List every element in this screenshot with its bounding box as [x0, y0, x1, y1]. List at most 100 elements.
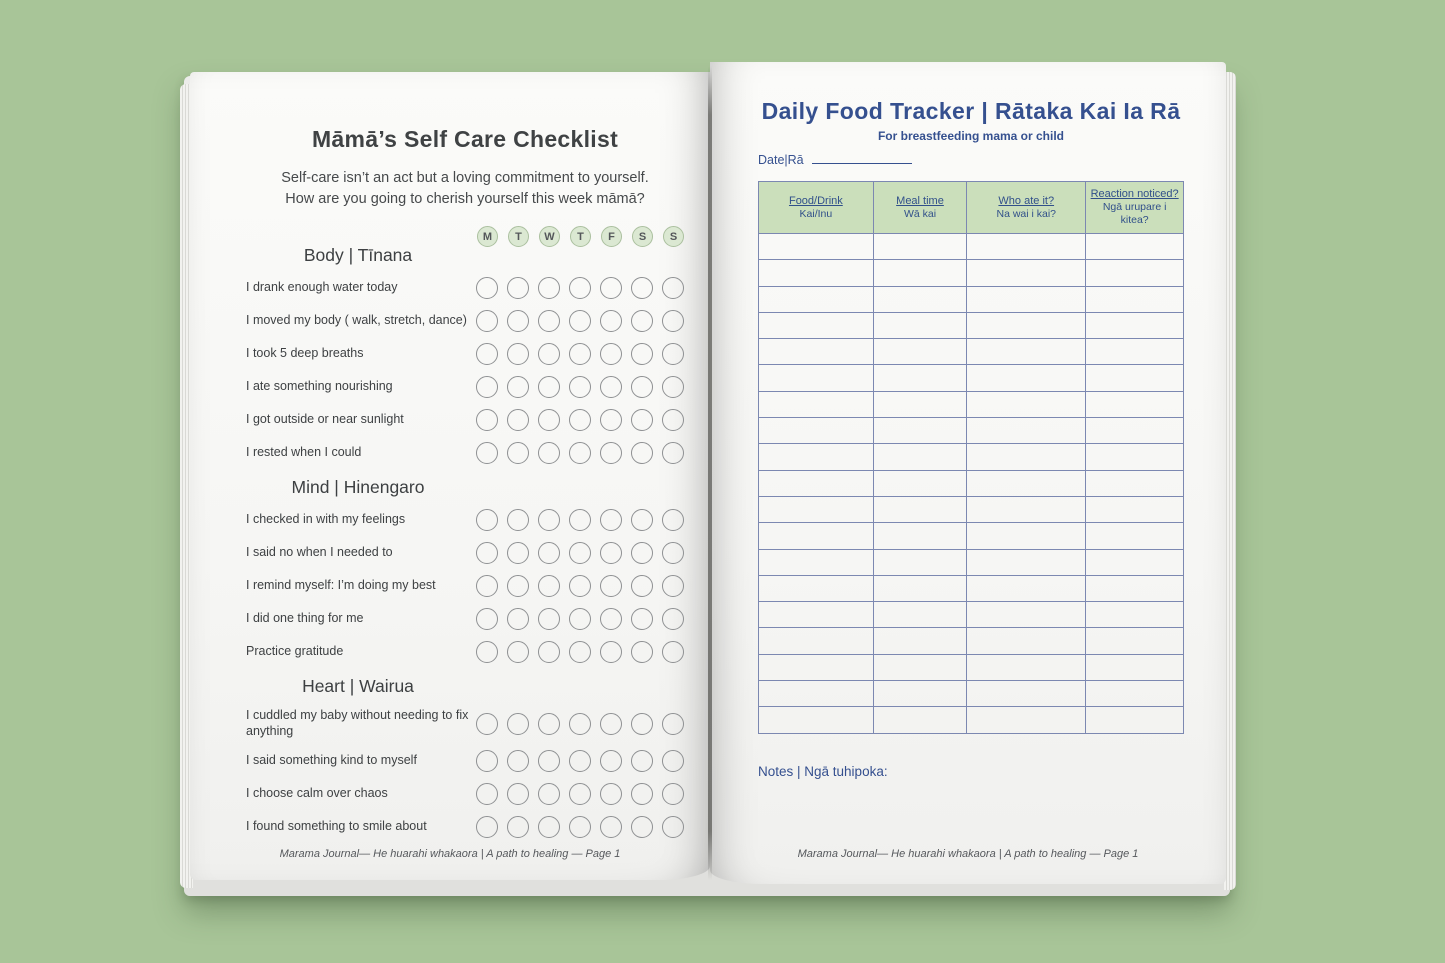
- table-cell[interactable]: [1085, 522, 1184, 550]
- check-circle[interactable]: [631, 343, 653, 365]
- check-circle[interactable]: [631, 816, 653, 838]
- check-circle[interactable]: [631, 641, 653, 663]
- table-cell[interactable]: [1085, 653, 1184, 682]
- check-circle[interactable]: [569, 442, 591, 464]
- check-circle[interactable]: [538, 608, 560, 630]
- check-circle[interactable]: [662, 816, 684, 838]
- table-cell[interactable]: [758, 390, 874, 419]
- check-circle[interactable]: [538, 277, 560, 299]
- check-circle[interactable]: [476, 712, 498, 735]
- table-cell[interactable]: [758, 680, 874, 708]
- check-circle[interactable]: [476, 783, 498, 805]
- check-circle[interactable]: [631, 310, 653, 332]
- check-circle[interactable]: [476, 750, 498, 772]
- table-cell[interactable]: [872, 232, 968, 261]
- check-circle[interactable]: [569, 542, 591, 564]
- check-circle[interactable]: [569, 376, 591, 398]
- table-cell[interactable]: [966, 574, 1087, 603]
- check-circle[interactable]: [662, 750, 684, 772]
- check-circle[interactable]: [538, 409, 560, 431]
- check-circle[interactable]: [631, 750, 653, 772]
- check-circle[interactable]: [631, 542, 653, 564]
- check-circle[interactable]: [476, 509, 498, 531]
- table-cell[interactable]: [1085, 390, 1184, 419]
- check-circle[interactable]: [600, 608, 622, 630]
- check-circle[interactable]: [476, 409, 498, 431]
- table-cell[interactable]: [966, 390, 1087, 419]
- check-circle[interactable]: [631, 712, 653, 735]
- table-cell[interactable]: [758, 627, 874, 655]
- check-circle[interactable]: [662, 343, 684, 365]
- table-cell[interactable]: [966, 443, 1087, 471]
- table-cell[interactable]: [966, 522, 1087, 550]
- table-cell[interactable]: [966, 417, 1087, 445]
- check-circle[interactable]: [507, 343, 529, 365]
- check-circle[interactable]: [538, 750, 560, 772]
- table-cell[interactable]: [872, 548, 968, 576]
- table-cell[interactable]: [966, 601, 1087, 629]
- table-cell[interactable]: [1085, 259, 1184, 287]
- check-circle[interactable]: [662, 277, 684, 299]
- table-cell[interactable]: [872, 443, 968, 471]
- check-circle[interactable]: [662, 376, 684, 398]
- table-cell[interactable]: [1085, 469, 1184, 497]
- table-cell[interactable]: [758, 522, 874, 550]
- check-circle[interactable]: [569, 575, 591, 597]
- table-cell[interactable]: [872, 574, 968, 603]
- table-cell[interactable]: [966, 653, 1087, 682]
- check-circle[interactable]: [538, 712, 560, 735]
- check-circle[interactable]: [507, 750, 529, 772]
- table-cell[interactable]: [758, 706, 874, 734]
- check-circle[interactable]: [569, 712, 591, 735]
- check-circle[interactable]: [507, 310, 529, 332]
- check-circle[interactable]: [600, 376, 622, 398]
- table-cell[interactable]: [872, 469, 968, 497]
- check-circle[interactable]: [507, 376, 529, 398]
- table-cell[interactable]: [1085, 443, 1184, 471]
- check-circle[interactable]: [631, 575, 653, 597]
- check-circle[interactable]: [662, 310, 684, 332]
- check-circle[interactable]: [569, 277, 591, 299]
- table-cell[interactable]: [872, 653, 968, 682]
- check-circle[interactable]: [538, 310, 560, 332]
- table-cell[interactable]: [758, 601, 874, 629]
- check-circle[interactable]: [476, 376, 498, 398]
- check-circle[interactable]: [507, 509, 529, 531]
- check-circle[interactable]: [600, 343, 622, 365]
- table-cell[interactable]: [872, 680, 968, 708]
- table-cell[interactable]: [758, 653, 874, 682]
- table-cell[interactable]: [758, 259, 874, 287]
- check-circle[interactable]: [569, 310, 591, 332]
- check-circle[interactable]: [569, 409, 591, 431]
- table-cell[interactable]: [758, 364, 874, 392]
- table-cell[interactable]: [1085, 417, 1184, 445]
- check-circle[interactable]: [600, 542, 622, 564]
- check-circle[interactable]: [631, 783, 653, 805]
- check-circle[interactable]: [600, 277, 622, 299]
- check-circle[interactable]: [600, 641, 622, 663]
- check-circle[interactable]: [569, 641, 591, 663]
- check-circle[interactable]: [476, 277, 498, 299]
- table-cell[interactable]: [872, 338, 968, 366]
- check-circle[interactable]: [476, 442, 498, 464]
- check-circle[interactable]: [662, 712, 684, 735]
- check-circle[interactable]: [600, 575, 622, 597]
- check-circle[interactable]: [662, 509, 684, 531]
- check-circle[interactable]: [538, 509, 560, 531]
- check-circle[interactable]: [600, 509, 622, 531]
- table-cell[interactable]: [1085, 311, 1184, 340]
- check-circle[interactable]: [476, 816, 498, 838]
- table-cell[interactable]: [1085, 627, 1184, 655]
- table-cell[interactable]: [872, 495, 968, 524]
- check-circle[interactable]: [600, 310, 622, 332]
- check-circle[interactable]: [631, 376, 653, 398]
- table-cell[interactable]: [1085, 364, 1184, 392]
- table-cell[interactable]: [872, 311, 968, 340]
- check-circle[interactable]: [476, 641, 498, 663]
- check-circle[interactable]: [538, 442, 560, 464]
- check-circle[interactable]: [631, 509, 653, 531]
- check-circle[interactable]: [600, 750, 622, 772]
- check-circle[interactable]: [538, 343, 560, 365]
- check-circle[interactable]: [507, 712, 529, 735]
- table-cell[interactable]: [872, 417, 968, 445]
